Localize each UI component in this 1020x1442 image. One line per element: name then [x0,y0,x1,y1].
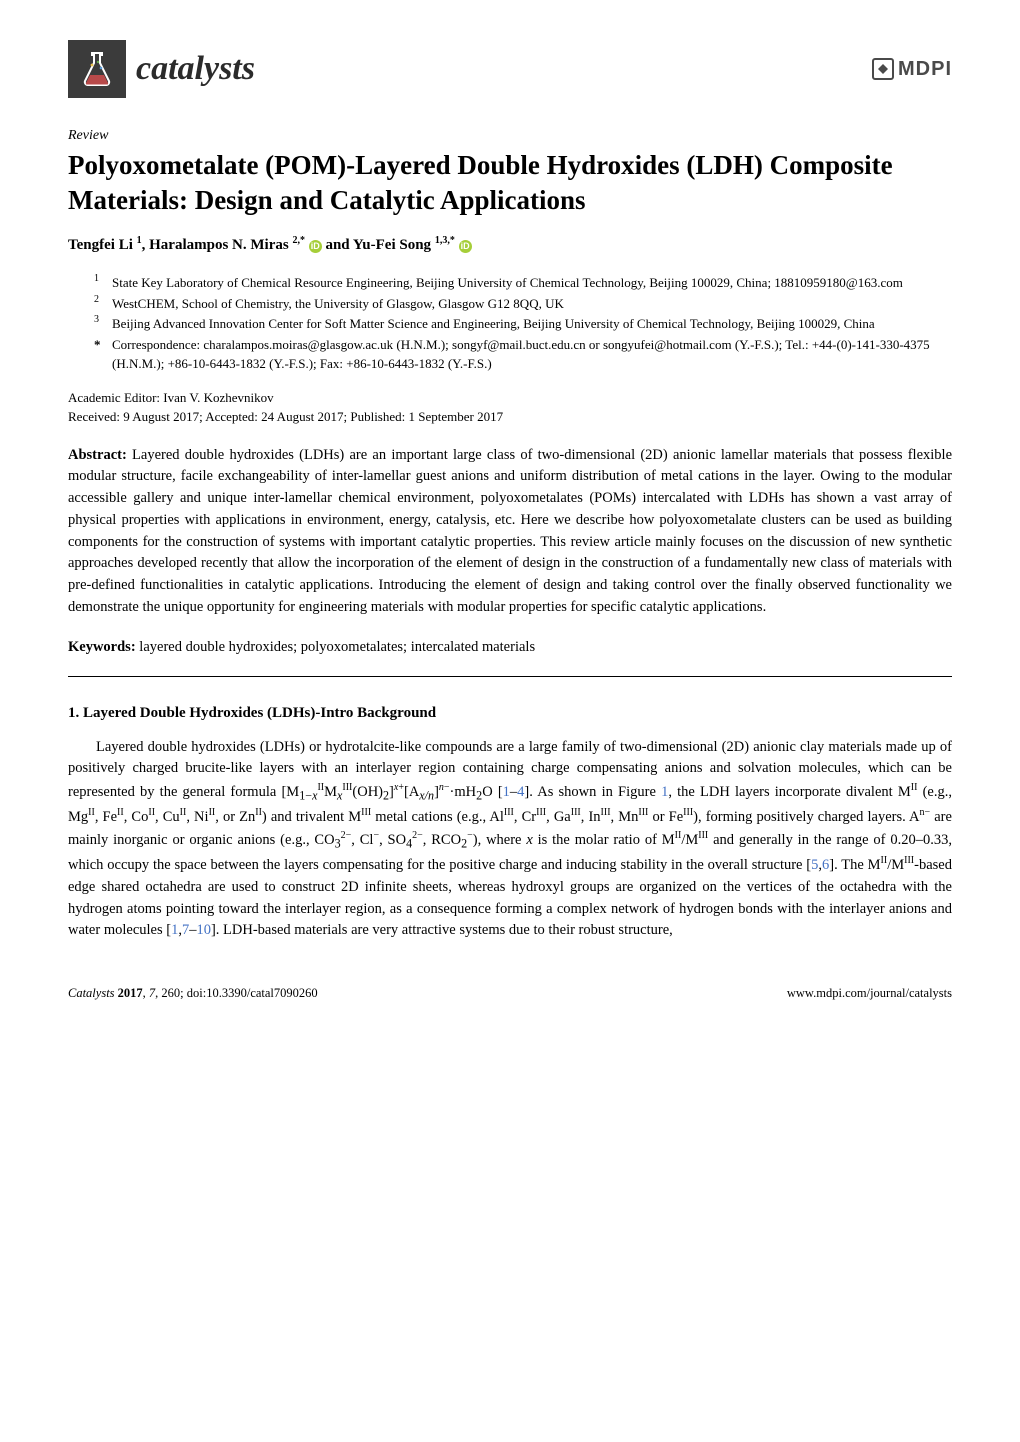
abstract-text: Layered double hydroxides (LDHs) are an … [68,447,952,615]
affiliation-number: 1 [94,271,112,291]
ref-link[interactable]: 1 [171,922,178,938]
mdpi-icon [872,58,894,80]
author-2: Haralampos N. Miras 2,* iD [149,237,322,253]
affiliation-text: State Key Laboratory of Chemical Resourc… [112,273,903,293]
footer: Catalysts 2017, 7, 260; doi:10.3390/cata… [68,984,952,1002]
authors-line: Tengfei Li 1, Haralampos N. Miras 2,* iD… [68,234,952,257]
ref-link[interactable]: 10 [196,922,211,938]
ref-link[interactable]: 4 [517,784,524,800]
header: catalysts MDPI [68,40,952,98]
ref-link[interactable]: 7 [182,922,189,938]
article-type: Review [68,126,952,146]
author-1: Tengfei Li 1 [68,237,142,253]
article-title: Polyoxometalate (POM)-Layered Double Hyd… [68,148,952,218]
editor-dates: Academic Editor: Ivan V. Kozhevnikov Rec… [68,388,952,427]
ref-link[interactable]: 1 [503,784,510,800]
publisher-name: MDPI [898,55,952,84]
footer-citation: , 7, 260; doi:10.3390/catal7090260 [143,986,318,1000]
affiliation-text: Beijing Advanced Innovation Center for S… [112,314,875,334]
footer-right[interactable]: www.mdpi.com/journal/catalysts [787,984,952,1002]
affiliation-row: 2 WestCHEM, School of Chemistry, the Uni… [94,294,952,314]
orcid-icon[interactable]: iD [459,240,472,253]
keywords-label: Keywords: [68,639,136,655]
abstract-label: Abstract: [68,447,127,463]
section-heading: 1. Layered Double Hydroxides (LDHs)-Intr… [68,703,952,725]
separator [68,676,952,677]
orcid-icon[interactable]: iD [309,240,322,253]
body-paragraph: Layered double hydroxides (LDHs) or hydr… [68,737,952,943]
dates-line: Received: 9 August 2017; Accepted: 24 Au… [68,407,952,427]
affiliation-row: 1 State Key Laboratory of Chemical Resou… [94,273,952,293]
affiliation-row: 3 Beijing Advanced Innovation Center for… [94,314,952,334]
keywords-text: layered double hydroxides; polyoxometala… [139,639,535,655]
journal-logo: catalysts [68,40,255,98]
ref-link[interactable]: 5 [811,857,818,873]
journal-name: catalysts [136,44,255,93]
affiliation-text: WestCHEM, School of Chemistry, the Unive… [112,294,564,314]
ref-link[interactable]: 6 [822,857,829,873]
figure-link[interactable]: 1 [661,784,668,800]
academic-editor: Academic Editor: Ivan V. Kozhevnikov [68,388,952,408]
author-3: Yu-Fei Song 1,3,* iD [353,237,472,253]
flask-icon [77,49,117,89]
footer-year: 2017 [118,986,143,1000]
abstract: Abstract: Layered double hydroxides (LDH… [68,445,952,619]
affiliation-number: 2 [94,292,112,312]
affiliation-number: 3 [94,312,112,332]
footer-journal: Catalysts [68,986,115,1000]
journal-logo-icon [68,40,126,98]
correspondence-row: * Correspondence: charalampos.moiras@gla… [94,335,952,374]
affiliations: 1 State Key Laboratory of Chemical Resou… [68,273,952,374]
correspondence-text: Correspondence: charalampos.moiras@glasg… [112,335,952,374]
publisher-logo: MDPI [872,55,952,84]
keywords: Keywords: layered double hydroxides; pol… [68,637,952,658]
footer-left: Catalysts 2017, 7, 260; doi:10.3390/cata… [68,984,318,1002]
correspondence-star: * [94,335,112,374]
